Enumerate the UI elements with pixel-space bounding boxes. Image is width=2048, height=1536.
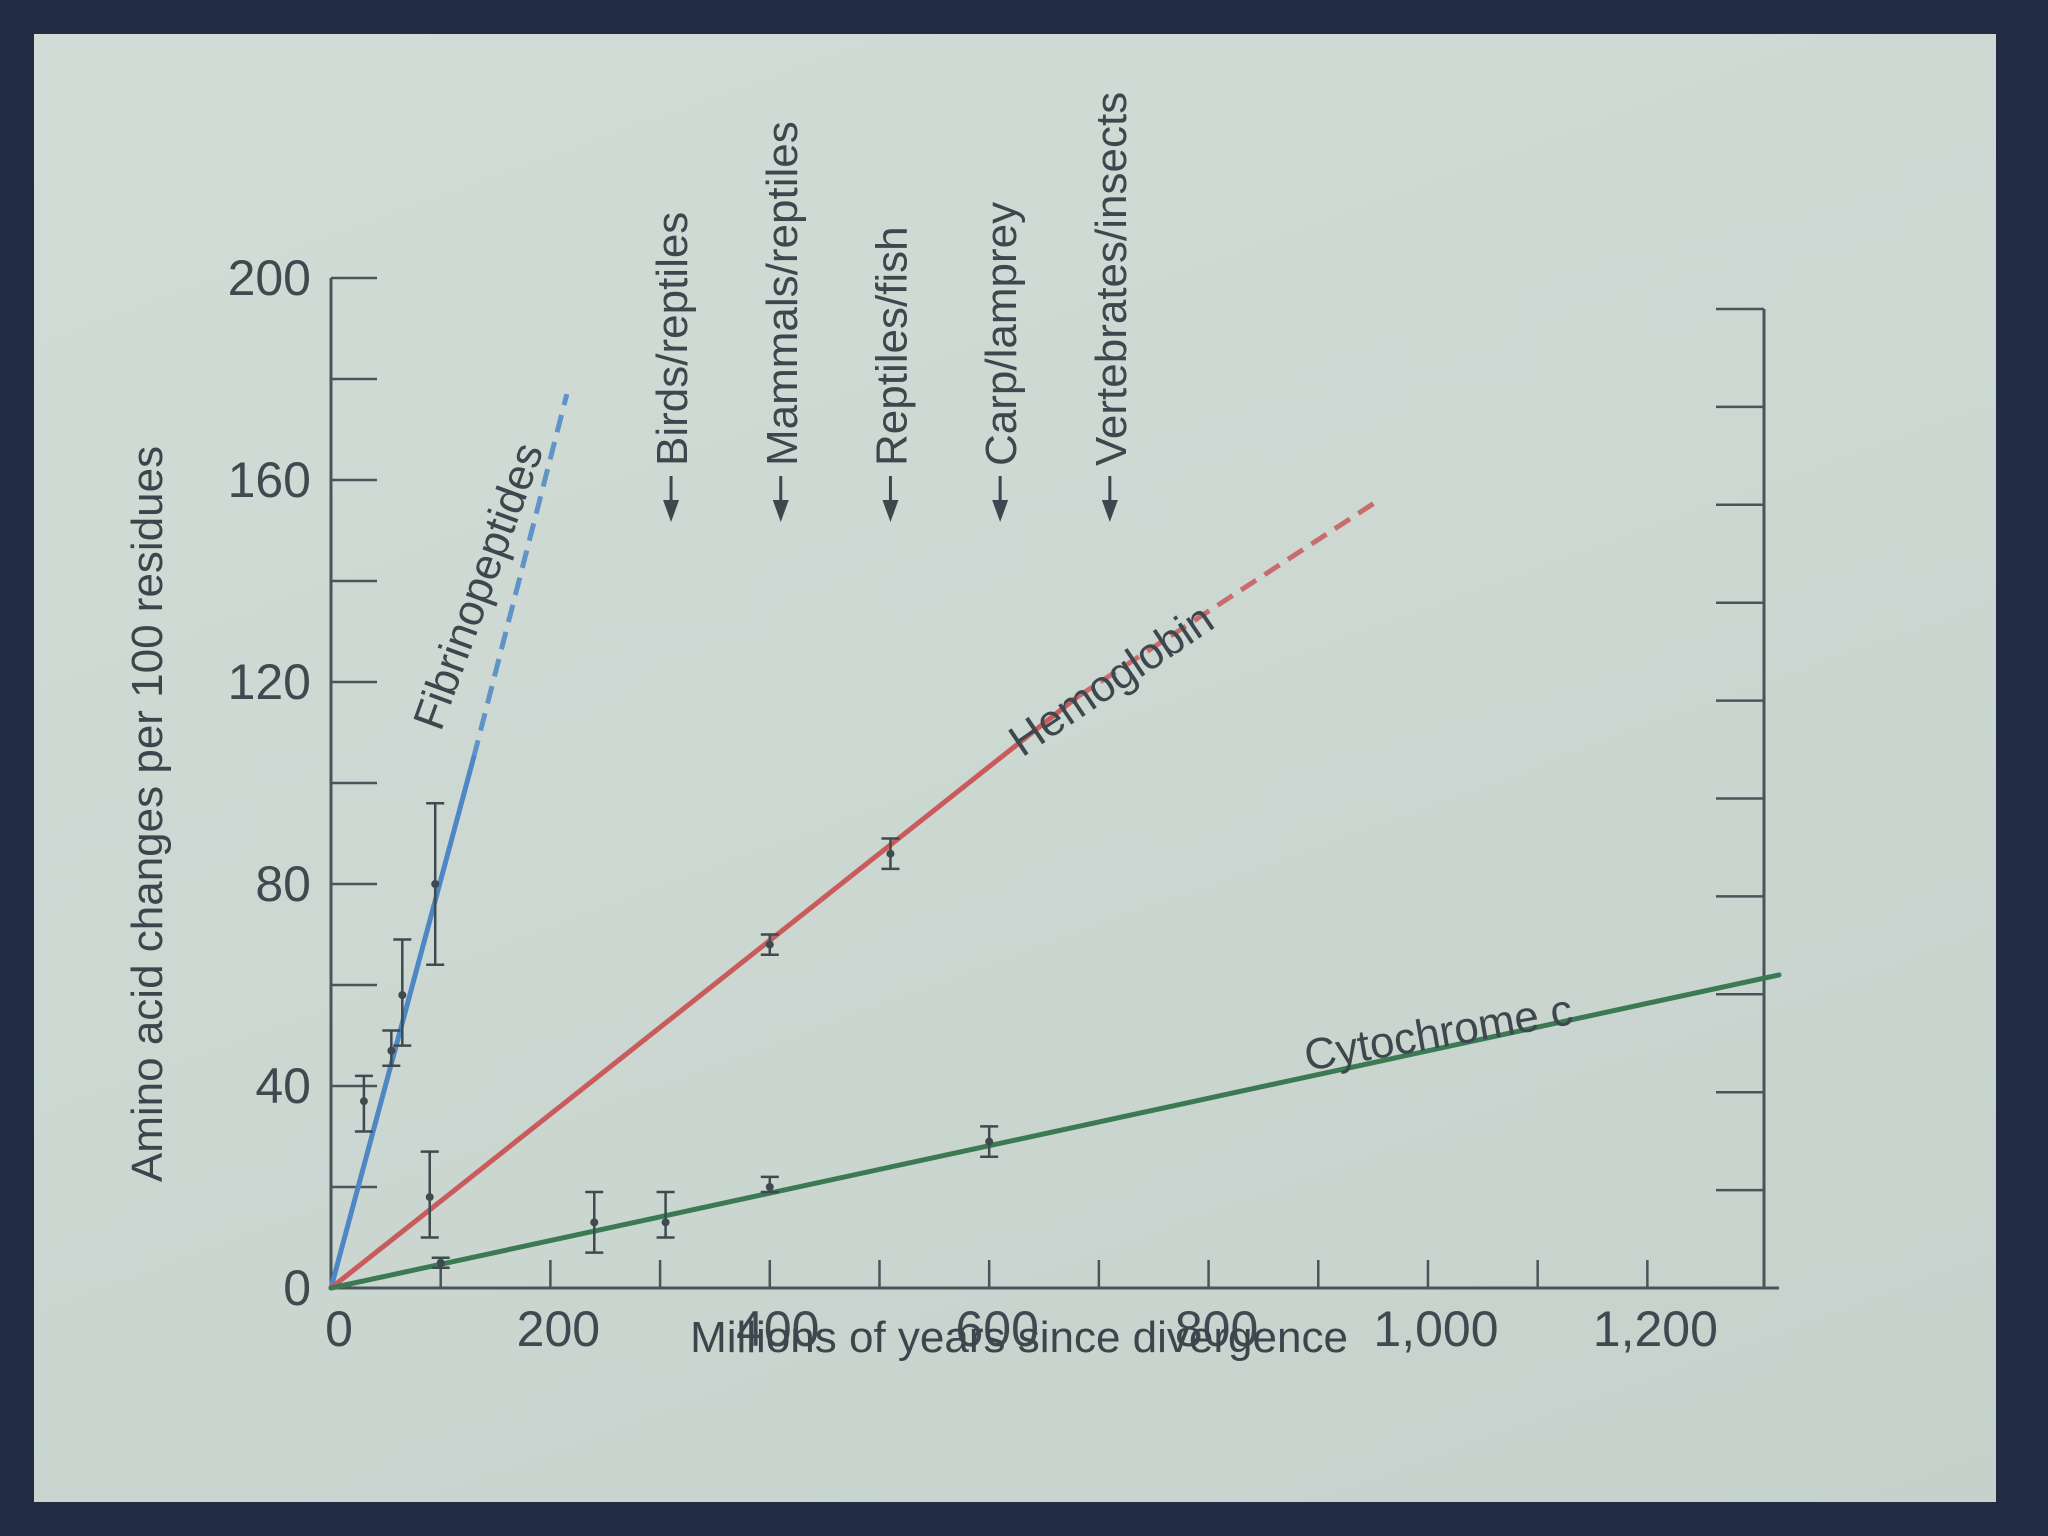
hemoglobin-extrapolation — [1075, 498, 1380, 700]
event-arrow-head — [772, 500, 789, 522]
data-marker — [765, 1183, 774, 1191]
x-tick-label: 1,200 — [1593, 1301, 1718, 1357]
data-points — [354, 801, 999, 1270]
x-tick-label: 600 — [955, 1301, 1038, 1357]
fibrinopeptides-extrapolation — [471, 393, 570, 759]
data-marker — [985, 1137, 994, 1146]
fibrinopeptides-point — [354, 1074, 373, 1133]
x-tick-label: 400 — [736, 1301, 819, 1357]
hemoglobin-point — [760, 933, 779, 956]
event-carp-lamprey: Carp/lamprey — [977, 202, 1026, 522]
hemoglobin-label: Hemoglobin — [1000, 594, 1222, 766]
series-labels: Fibrinopeptides Hemoglobin Cytochrome c — [404, 436, 1576, 1080]
y-axis-title: Amino acid changes per 100 residues — [123, 446, 172, 1182]
cytochrome-c-line — [328, 972, 1782, 1291]
y-tick-label: 120 — [228, 654, 311, 710]
data-marker — [661, 1218, 670, 1227]
cytochrome-c-point — [656, 1190, 675, 1239]
data-marker — [425, 1193, 434, 1202]
event-label: Vertebrates/insects — [1087, 92, 1136, 466]
fibrinopeptides-point — [426, 801, 445, 967]
x-axis-title: Millions of years since divergence — [690, 1313, 1348, 1362]
data-marker — [765, 940, 774, 949]
divergence-events: Birds/reptiles Mammals/reptiles Reptiles/f… — [648, 92, 1136, 522]
ticks: 0 40 80 120 160 200 0 200 400 600 800 1,000 1,200 — [228, 250, 1718, 1357]
hemoglobin-point — [881, 837, 900, 871]
x-tick-label: 0 — [325, 1301, 353, 1357]
cytochrome-c-point — [760, 1175, 779, 1194]
fibrinopeptides-label: Fibrinopeptides — [404, 436, 553, 735]
event-label: Carp/lamprey — [977, 202, 1026, 466]
event-reptiles-fish: Reptiles/fish — [867, 226, 916, 522]
evolution-rate-chart: 0 40 80 120 160 200 0 200 400 600 800 1,000 1,200 Fi… — [123, 92, 1782, 1362]
fibrinopeptides-point — [393, 938, 412, 1047]
event-mammals-reptiles: Mammals/reptiles — [758, 121, 807, 522]
event-label: Mammals/reptiles — [758, 121, 807, 466]
data-marker — [359, 1097, 368, 1106]
hemoglobin-line — [328, 694, 1080, 1291]
cytochrome-c-point — [585, 1190, 604, 1254]
axes — [329, 278, 1779, 1290]
x-tick-label: 800 — [1175, 1301, 1258, 1357]
data-marker — [886, 849, 895, 858]
data-marker — [398, 991, 407, 1000]
data-marker — [431, 880, 440, 888]
y-tick-label: 0 — [283, 1260, 311, 1316]
y-tick-label: 80 — [255, 856, 311, 912]
y-tick-label: 40 — [255, 1058, 311, 1114]
series-lines — [328, 393, 1782, 1291]
figure-photo: 0 40 80 120 160 200 0 200 400 600 800 1,000 1,200 Fi… — [34, 34, 1996, 1502]
hemoglobin-point — [420, 1150, 439, 1239]
event-arrow-head — [992, 500, 1009, 522]
event-birds-reptiles: Birds/reptiles — [648, 212, 697, 522]
event-label: Birds/reptiles — [648, 212, 697, 466]
event-label: Reptiles/fish — [867, 226, 916, 466]
y-tick-label: 160 — [228, 452, 311, 508]
event-arrow-head — [663, 500, 680, 522]
data-marker — [387, 1046, 396, 1055]
x-tick-label: 200 — [517, 1301, 600, 1357]
x-tick-label: 1,000 — [1373, 1301, 1498, 1357]
cytochrome-c-label: Cytochrome c — [1301, 985, 1577, 1080]
event-arrow-head — [1101, 500, 1118, 522]
data-marker — [436, 1258, 445, 1267]
y-tick-label: 200 — [228, 250, 311, 306]
cytochrome-c-point — [431, 1256, 450, 1270]
data-marker — [590, 1218, 599, 1227]
event-arrow-head — [882, 500, 899, 522]
fibrinopeptides-point — [382, 1029, 401, 1068]
cytochrome-c-point — [980, 1125, 999, 1158]
event-vertebrates-insects: Vertebrates/insects — [1087, 92, 1136, 522]
